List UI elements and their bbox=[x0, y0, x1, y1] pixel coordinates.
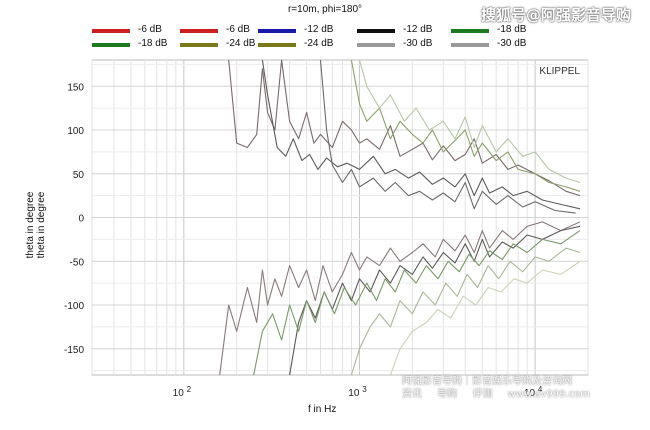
y-axis-label-line1: theta in degree bbox=[25, 191, 36, 259]
legend-label: -18 dB bbox=[138, 38, 168, 49]
x-tick-label: 10 2 bbox=[173, 385, 192, 399]
data-series-line bbox=[219, 221, 581, 376]
legend-swatch bbox=[357, 29, 395, 33]
data-series-line bbox=[319, 59, 576, 214]
y-tick-label: -100 bbox=[64, 301, 84, 312]
watermark-site: www.av999.com bbox=[507, 389, 591, 400]
x-tick-exp: 2 bbox=[187, 385, 192, 394]
legend-label: -6 dB bbox=[138, 24, 162, 35]
klippel-watermark: KLIPPEL bbox=[539, 66, 580, 77]
data-series-line bbox=[358, 59, 581, 184]
data-series-line bbox=[350, 59, 581, 192]
data-series-line bbox=[350, 247, 581, 376]
data-series-line bbox=[253, 230, 581, 376]
x-tick-label: 10 4 bbox=[524, 385, 543, 399]
watermark-top-text: 搜狐号@阿强影音导购 bbox=[481, 6, 632, 24]
y-axis-label: theta in degree theta in degree bbox=[25, 192, 47, 259]
legend-swatch bbox=[92, 43, 130, 47]
legend-swatch bbox=[258, 43, 296, 47]
y-tick-label: -50 bbox=[70, 257, 85, 268]
legend-swatch bbox=[258, 29, 296, 33]
legend-swatch bbox=[180, 43, 218, 47]
watermark-bottom-line2: 资讯 导购 评测 www.av999.com bbox=[402, 388, 646, 401]
y-tick-label: 100 bbox=[67, 126, 84, 137]
legend-swatch bbox=[180, 29, 218, 33]
watermark-tag-1: 导购 bbox=[437, 389, 458, 400]
x-tick-base: 10 bbox=[524, 388, 538, 399]
chart-legend: -6 dB -6 dB -12 dB -12 dB -18 dB -18 dB -24 dB… bbox=[0, 0, 650, 55]
legend-swatch bbox=[451, 43, 489, 47]
legend-swatch bbox=[357, 43, 395, 47]
watermark-tag-2: 评测 bbox=[472, 389, 493, 400]
y-tick-label: 150 bbox=[67, 82, 84, 93]
x-tick-exp: 3 bbox=[362, 385, 367, 394]
legend-label: -6 dB bbox=[226, 24, 250, 35]
y-tick-label: -150 bbox=[64, 345, 84, 356]
watermark-bottom: 阿强影音导购｜影音娱乐导购及咨询网 资讯 导购 评测 www.av999.com bbox=[402, 375, 646, 401]
legend-label: -30 dB bbox=[497, 38, 527, 49]
legend-label: -12 dB bbox=[304, 24, 334, 35]
watermark-bottom-line1: 阿强影音导购｜影音娱乐导购及咨询网 bbox=[402, 376, 572, 387]
legend-label: -24 dB bbox=[226, 38, 256, 49]
y-tick-label: 50 bbox=[73, 170, 85, 181]
y-tick-label: 0 bbox=[78, 214, 84, 225]
legend-label: -24 dB bbox=[304, 38, 334, 49]
legend-swatch bbox=[92, 29, 130, 33]
y-axis-label-line2: theta in degree bbox=[36, 191, 47, 259]
legend-label: -12 dB bbox=[403, 24, 433, 35]
data-series-line bbox=[389, 260, 581, 376]
data-series-line bbox=[261, 59, 581, 210]
x-tick-label: 10 3 bbox=[348, 385, 367, 399]
x-tick-exp: 4 bbox=[538, 385, 543, 394]
watermark-tag-0: 资讯 bbox=[402, 389, 422, 400]
x-tick-base: 10 bbox=[173, 388, 187, 399]
x-axis-label: f in Hz bbox=[308, 404, 337, 415]
x-tick-base: 10 bbox=[348, 388, 362, 399]
chart-title: r=10m, phi=180° bbox=[287, 4, 363, 15]
legend-label: -30 dB bbox=[403, 38, 433, 49]
legend-swatch bbox=[451, 29, 489, 33]
legend-label: -18 dB bbox=[497, 24, 527, 35]
